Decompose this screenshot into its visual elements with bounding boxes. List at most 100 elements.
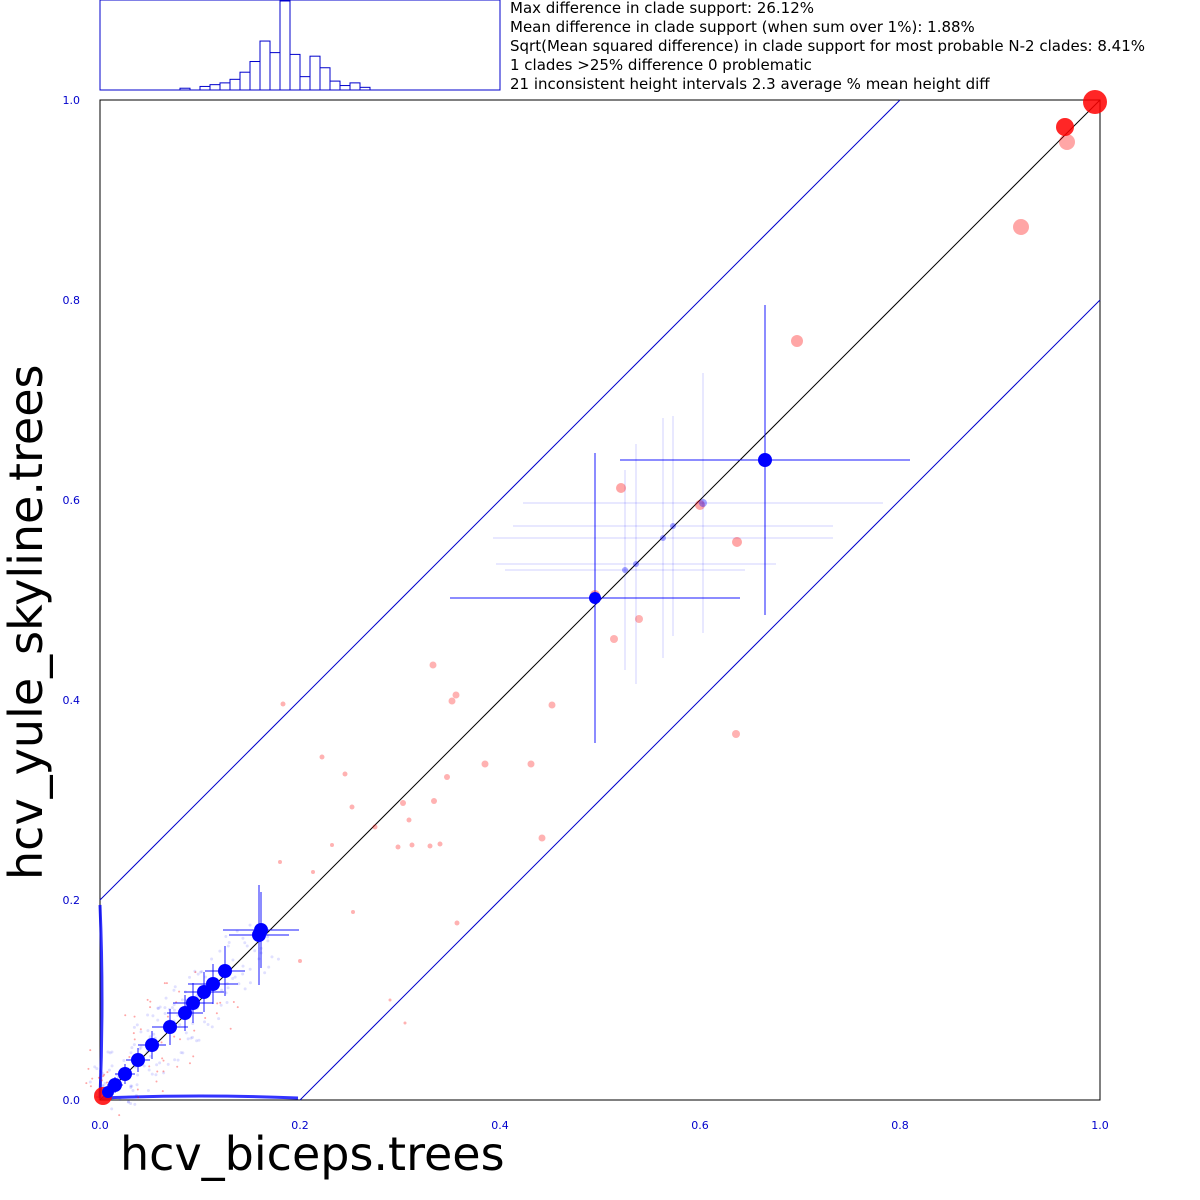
clade-sample-dot — [87, 1067, 90, 1070]
clade-point — [538, 834, 546, 842]
height-sample-dot — [173, 1058, 177, 1062]
height-sample-dot — [181, 1051, 185, 1055]
height-sample-dot — [176, 1058, 180, 1062]
clade-point — [395, 844, 401, 850]
clade-point — [548, 701, 556, 709]
height-sample-dot — [156, 1018, 160, 1022]
height-sample-dot — [110, 1050, 114, 1054]
histogram-bar — [299, 76, 311, 91]
height-sample-dot — [172, 1003, 176, 1007]
histogram-bar — [179, 87, 191, 91]
histogram-bar — [229, 78, 241, 91]
height-sample-dot — [243, 987, 247, 991]
clade-point — [319, 754, 325, 760]
clade-sample-dot — [216, 1002, 219, 1005]
height-sample-dot — [227, 940, 231, 944]
height-sample-dot — [248, 967, 252, 971]
clade-sample-dot — [193, 1029, 196, 1032]
height-sample-dot — [248, 923, 252, 927]
height-sample-dot — [103, 1081, 107, 1085]
clade-sample-dot — [215, 1012, 218, 1015]
clade-sample-dot — [162, 1070, 165, 1073]
clade-sample-dot — [85, 1082, 88, 1085]
y-axis-title: hcv_yule_skyline.trees — [0, 365, 53, 880]
height-sample-dot — [231, 977, 235, 981]
clade-sample-dot — [133, 1015, 136, 1018]
histogram-bar — [209, 84, 221, 91]
height-sample-dot — [226, 944, 230, 948]
height-sample-dot — [156, 1006, 160, 1010]
clade-sample-dot — [106, 1071, 109, 1074]
height-sample-dot — [156, 1006, 160, 1010]
height-sample-dot — [118, 1097, 122, 1101]
height-point — [622, 567, 628, 573]
clade-point — [791, 335, 803, 347]
height-sample-dot — [172, 1008, 176, 1012]
height-sample-dot — [129, 1084, 133, 1088]
clade-point — [388, 998, 392, 1002]
clade-sample-dot — [179, 1038, 182, 1041]
height-sample-dot — [135, 1083, 139, 1087]
histogram-bar — [249, 61, 261, 91]
clade-sample-dot — [166, 1015, 169, 1018]
histogram-bar — [259, 40, 271, 91]
clade-point — [444, 774, 450, 780]
plot-frame — [99, 99, 1101, 1101]
height-sample-dot — [243, 941, 247, 945]
height-sample-dot — [129, 1102, 133, 1106]
height-sample-dot — [178, 1023, 182, 1027]
clade-sample-dot — [118, 1114, 121, 1117]
x-axis-title: hcv_biceps.trees — [120, 1127, 505, 1181]
height-point — [118, 1067, 132, 1081]
clade-sample-dot — [137, 1096, 140, 1099]
height-point — [252, 928, 266, 942]
clade-sample-dot — [148, 1065, 151, 1068]
height-sample-dot — [266, 935, 270, 939]
height-sample-dot — [146, 1029, 150, 1033]
clade-sample-dot — [155, 1080, 158, 1083]
height-sample-dot — [167, 1007, 171, 1011]
clade-sample-dot — [97, 1076, 100, 1079]
histogram-bar — [279, 0, 291, 91]
height-sample-dot — [164, 996, 168, 1000]
height-sample-dot — [93, 1065, 97, 1069]
height-sample-dot — [218, 949, 222, 953]
height-sample-dot — [151, 1014, 155, 1018]
clade-point — [454, 920, 460, 926]
clade-sample-dot — [133, 1038, 136, 1041]
clade-sample-dot — [161, 1057, 164, 1060]
height-sample-dot — [129, 1086, 133, 1090]
clade-sample-dot — [219, 1001, 222, 1004]
height-sample-dot — [241, 936, 245, 940]
height-sample-dot — [196, 972, 200, 976]
height-sample-dot — [147, 1068, 151, 1072]
stat-max-difference: Max difference in clade support: 26.12% — [510, 0, 815, 17]
clade-point — [610, 635, 618, 643]
height-sample-dot — [127, 1100, 131, 1104]
height-sample-dot — [199, 970, 203, 974]
clade-point — [616, 483, 626, 493]
histogram-bar — [349, 82, 361, 91]
clade-point — [527, 760, 535, 768]
height-sample-dot — [162, 1071, 166, 1075]
clade-sample-dot — [149, 1006, 152, 1009]
clade-sample-dot — [192, 1055, 195, 1058]
clade-sample-dot — [146, 998, 149, 1001]
height-sample-dot — [166, 1062, 170, 1066]
height-sample-dot — [135, 1023, 139, 1027]
height-sample-dot — [138, 1047, 142, 1051]
clade-sample-dot — [188, 1062, 191, 1065]
y-tick-label: 0.6 — [63, 494, 81, 507]
height-sample-dot — [210, 957, 214, 961]
x-tick-label: 0.0 — [91, 1119, 109, 1132]
height-point — [699, 499, 707, 507]
height-sample-dot — [173, 985, 177, 989]
height-sample-dot — [129, 1051, 133, 1055]
clade-point — [1059, 134, 1075, 150]
height-sample-dot — [203, 975, 207, 979]
height-sample-dot — [179, 1051, 183, 1055]
height-sample-dot — [219, 1003, 223, 1007]
clade-sample-dot — [163, 982, 166, 985]
y-tick-label: 0.4 — [63, 694, 81, 707]
x-tick-label: 1.0 — [1091, 1119, 1109, 1132]
